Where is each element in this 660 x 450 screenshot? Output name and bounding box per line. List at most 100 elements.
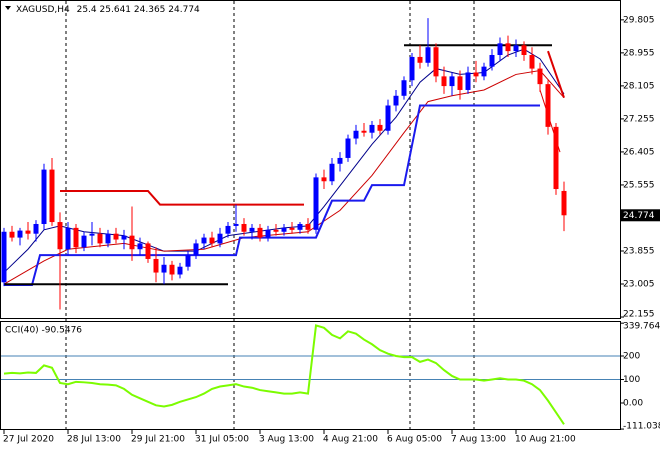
- candle-body: [33, 223, 39, 234]
- candle-body: [65, 227, 71, 250]
- candle-body: [105, 233, 111, 244]
- y-tick-label: 28.105: [623, 81, 655, 91]
- candle-body: [377, 124, 383, 131]
- candle-body: [241, 223, 247, 232]
- candle-body: [9, 231, 15, 238]
- candle-body: [177, 266, 183, 275]
- candle-body: [473, 72, 479, 77]
- cci-line: [3, 324, 565, 425]
- cci-title: CCI(40) -90.5476: [5, 326, 82, 336]
- candle-body: [529, 54, 535, 69]
- x-tick-label: 27 Jul 2020: [3, 435, 54, 445]
- x-tick-label: 10 Aug 21:00: [515, 435, 576, 445]
- candle-body: [137, 243, 143, 250]
- candle-body: [409, 56, 415, 81]
- candle-body: [153, 258, 159, 273]
- y-tick-label: 200: [623, 352, 640, 362]
- candle-body: [393, 95, 399, 106]
- overlay-line: [3, 70, 565, 285]
- candle-body: [417, 56, 423, 63]
- candle-body: [249, 227, 255, 232]
- x-tick-label: 29 Jul 21:00: [131, 435, 185, 445]
- y-tick-label: 23.005: [623, 280, 655, 290]
- candle-body: [17, 230, 23, 238]
- candle-body: [73, 227, 79, 248]
- candle-body: [273, 229, 279, 232]
- candle-body: [145, 243, 151, 259]
- candle-body: [225, 225, 231, 234]
- candle-body: [505, 43, 511, 52]
- candle-body: [265, 229, 271, 238]
- candle-body: [353, 130, 359, 139]
- cci-frame: [0, 321, 621, 430]
- candle-body: [537, 68, 543, 85]
- candle-body: [281, 227, 287, 232]
- y-tick-label: 27.255: [623, 114, 655, 124]
- candle-body: [345, 138, 351, 158]
- candle-body: [297, 223, 303, 230]
- candle-body: [129, 235, 135, 250]
- main-title: XAGUSD,H4 25.4 25.641 24.365 24.774: [16, 5, 200, 15]
- y-tick-label: -111.038: [623, 422, 660, 432]
- candle-body: [289, 227, 295, 230]
- candle-body: [209, 237, 215, 244]
- overlay-line: [547, 50, 565, 99]
- candle-body: [433, 47, 439, 77]
- candle-body: [89, 233, 95, 236]
- y-tick-label: 23.855: [623, 246, 655, 256]
- x-tick-label: 31 Jul 05:00: [195, 435, 249, 445]
- candle-body: [169, 264, 175, 275]
- candle-body: [121, 235, 127, 240]
- candle-body: [497, 43, 503, 55]
- y-tick-label: 0.00: [623, 398, 643, 408]
- main-frame: [0, 0, 621, 319]
- candle-body: [425, 47, 431, 63]
- candle-body: [401, 80, 407, 96]
- candle-body: [369, 124, 375, 133]
- candle-body: [513, 45, 519, 52]
- x-tick-label: 7 Aug 13:00: [451, 435, 506, 445]
- y-tick-label: 339.7644: [623, 322, 660, 332]
- candle-body: [553, 126, 559, 190]
- candle-body: [361, 130, 367, 133]
- y-tick-label: 25.555: [623, 180, 655, 190]
- menu-arrow: [5, 6, 11, 10]
- candle-body: [49, 169, 55, 223]
- candle-body: [313, 177, 319, 230]
- candle-body: [321, 177, 327, 182]
- candle-body: [457, 76, 463, 90]
- candle-body: [385, 105, 391, 131]
- y-tick-label: 29.805: [623, 15, 655, 25]
- candle-body: [217, 233, 223, 244]
- candle-body: [201, 237, 207, 244]
- y-tick-label: 22.155: [623, 310, 655, 320]
- candle-body: [449, 76, 455, 87]
- candle-body: [97, 233, 103, 244]
- candle-body: [545, 84, 551, 127]
- candle-body: [161, 264, 167, 273]
- candle-body: [489, 54, 495, 67]
- x-tick-label: 28 Jul 13:00: [67, 435, 121, 445]
- candle-body: [561, 190, 567, 216]
- y-tick-label: 26.405: [623, 147, 655, 157]
- x-tick-label: 6 Aug 05:00: [387, 435, 442, 445]
- candle-body: [185, 255, 191, 267]
- candle-body: [1, 231, 7, 283]
- candle-body: [441, 76, 447, 87]
- y-tick-label: 28.955: [623, 48, 655, 58]
- candle-body: [337, 157, 343, 164]
- x-tick-label: 3 Aug 13:00: [259, 435, 314, 445]
- candle-body: [329, 163, 335, 182]
- candle-body: [233, 223, 239, 226]
- y-tick-label: 100: [623, 375, 640, 385]
- candle-body: [521, 45, 527, 55]
- candle-body: [57, 222, 63, 250]
- overlay-line: [4, 104, 540, 286]
- last-price-label: 24.774: [623, 211, 655, 221]
- candle-body: [481, 66, 487, 77]
- candle-body: [465, 72, 471, 90]
- last-price-box: [620, 209, 660, 222]
- candle-body: [305, 223, 311, 230]
- candle-body: [25, 230, 31, 234]
